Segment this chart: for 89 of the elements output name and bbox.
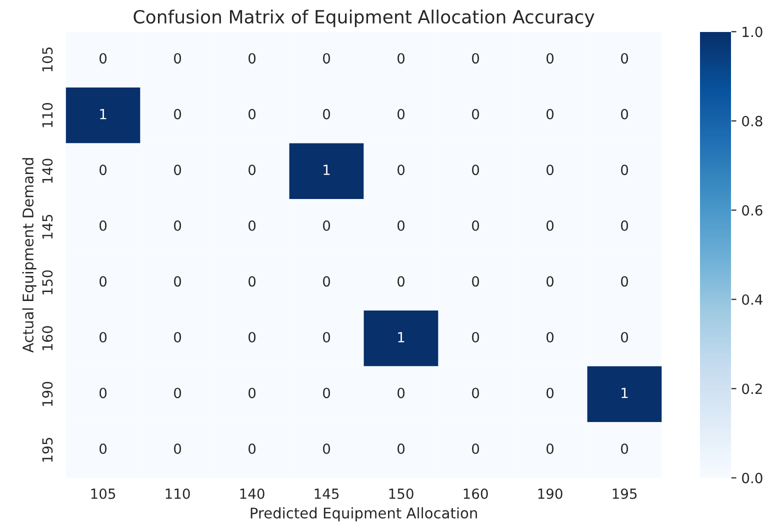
data-label: 0 (621, 332, 628, 342)
data-label: 0 (248, 332, 256, 342)
data-label: 0 (398, 443, 405, 454)
data-label: 0 (546, 108, 554, 120)
data-label: 0 (248, 443, 256, 454)
data-label: 0 (546, 164, 554, 176)
x-tick-label: 145 (314, 488, 339, 500)
data-label: 0 (100, 53, 107, 64)
data-label: 1 (398, 332, 404, 342)
data-label: 0 (472, 443, 480, 454)
data-label: 0 (472, 220, 480, 231)
x-tick-label: 195 (612, 488, 637, 500)
data-label: 0 (546, 276, 554, 287)
data-label: 0 (621, 164, 628, 176)
data-label: 0 (472, 164, 480, 176)
y-tick-label: 110 (42, 103, 53, 128)
x-tick-label: 105 (91, 488, 116, 500)
x-tick-label: 190 (538, 488, 562, 500)
data-label: 0 (100, 164, 107, 176)
data-label: 0 (546, 53, 554, 64)
data-label: 0 (174, 388, 182, 398)
data-label: 0 (621, 443, 628, 454)
x-tick-label: 160 (464, 488, 488, 500)
data-label: 0 (323, 53, 330, 64)
color-bar-label: 0.6 (742, 205, 762, 216)
y-tick-label: 105 (42, 48, 53, 72)
x-axis-title: Predicted Equipment Allocation (250, 507, 477, 522)
data-label: 0 (248, 388, 256, 398)
data-label: 0 (174, 164, 182, 176)
data-label: 1 (324, 164, 330, 175)
data-label: 0 (398, 108, 405, 120)
color-bar-label: 1.0 (742, 26, 762, 38)
data-label: 0 (100, 220, 107, 231)
color-bar-label: 0.2 (742, 384, 762, 394)
data-label: 0 (621, 108, 628, 120)
data-label: 0 (248, 53, 256, 64)
data-label: 0 (100, 388, 107, 398)
data-label: 1 (100, 109, 106, 120)
x-tick-label: 140 (240, 488, 264, 500)
color-bar-label: 0.0 (742, 472, 762, 484)
data-label: 0 (398, 220, 405, 231)
data-label: 0 (248, 276, 256, 287)
data-label: 0 (546, 443, 554, 454)
data-label: 0 (174, 53, 182, 64)
data-label: 0 (323, 332, 330, 342)
y-tick-label: 160 (42, 326, 53, 350)
data-label: 0 (546, 220, 554, 231)
data-label: 0 (174, 276, 182, 287)
x-tick-label: 150 (389, 488, 414, 500)
data-label: 0 (100, 443, 107, 454)
chart-title: Confusion Matrix of Equipment Allocation Accuracy (134, 10, 594, 28)
data-label: 0 (472, 276, 480, 287)
data-label: 0 (323, 443, 330, 454)
data-label: 0 (398, 388, 405, 398)
y-tick-label: 190 (42, 382, 53, 406)
data-label: 0 (472, 53, 480, 64)
color-bar-label: 0.4 (742, 294, 762, 305)
y-tick-label: 140 (42, 158, 53, 183)
y-axis-title: Actual Equipment Demand (22, 158, 36, 353)
data-label: 0 (100, 332, 107, 342)
data-label: 0 (100, 276, 107, 287)
y-tick-label: 145 (42, 214, 53, 239)
data-label: 0 (472, 108, 480, 120)
data-label: 0 (323, 388, 330, 398)
data-label: 0 (621, 220, 628, 231)
x-tick-label: 110 (166, 488, 190, 500)
y-tick-label: 195 (42, 438, 53, 462)
y-tick-label: 150 (42, 270, 53, 294)
data-label: 0 (472, 388, 480, 398)
data-label: 0 (546, 388, 554, 398)
data-label: 0 (323, 220, 330, 231)
data-label: 0 (621, 276, 628, 287)
data-label: 0 (248, 220, 256, 231)
data-label: 0 (174, 220, 182, 231)
data-label: 0 (398, 276, 405, 287)
data-label: 0 (323, 276, 330, 287)
data-label: 0 (174, 332, 182, 342)
data-label: 0 (323, 108, 330, 120)
data-label: 0 (248, 164, 256, 176)
data-label: 0 (174, 443, 182, 454)
data-label: 1 (622, 388, 628, 398)
data-label: 0 (621, 53, 628, 64)
data-label: 0 (472, 332, 480, 342)
data-label: 0 (174, 108, 182, 120)
data-label: 0 (398, 164, 405, 176)
color-bar-label: 0.8 (742, 116, 762, 126)
data-label: 0 (248, 108, 256, 120)
data-label: 0 (398, 53, 405, 64)
data-label: 0 (546, 332, 554, 342)
